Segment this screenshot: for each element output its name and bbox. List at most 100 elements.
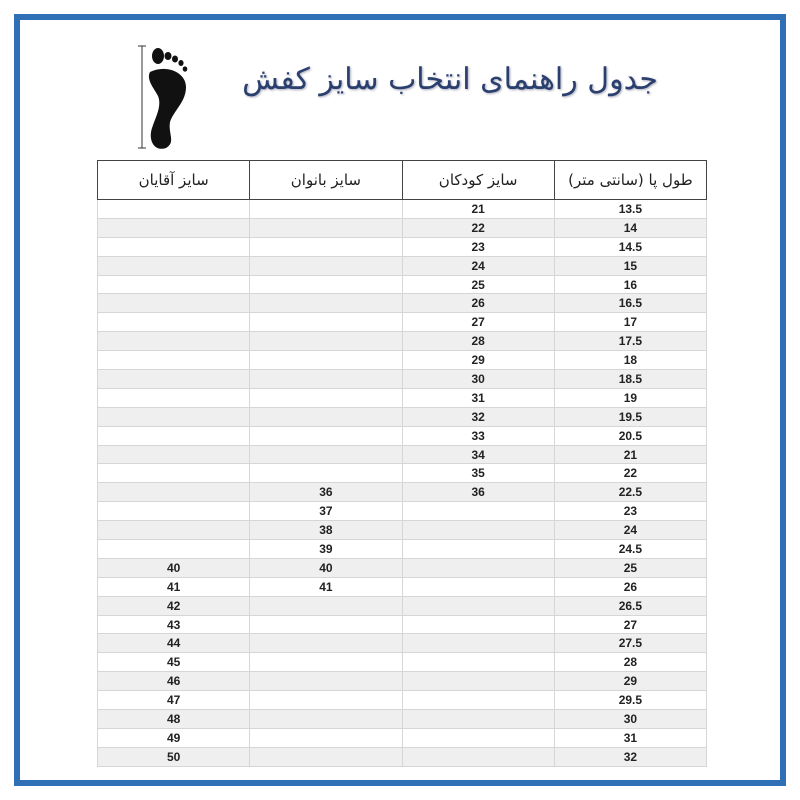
cell-men-size bbox=[96, 217, 251, 238]
cell-kids-size: 28 bbox=[401, 331, 555, 352]
cell-kids-size bbox=[401, 671, 555, 692]
cell-men-size: 47 bbox=[96, 690, 251, 711]
table-row: 16 25 bbox=[96, 274, 708, 295]
cell-kids-size: 30 bbox=[401, 369, 555, 389]
cell-foot-length: 16 bbox=[553, 274, 708, 295]
cell-foot-length: 29.5 bbox=[553, 690, 708, 711]
table-row: 18 29 bbox=[96, 350, 708, 371]
table-row: 14 22 bbox=[96, 217, 708, 238]
cell-foot-length: 15 bbox=[553, 255, 708, 276]
cell-foot-length: 32 bbox=[553, 746, 708, 767]
cell-men-size bbox=[96, 387, 251, 408]
cell-women-size bbox=[249, 236, 403, 257]
table-row: 22.5 36 36 bbox=[96, 482, 708, 503]
table-row: 27.5 44 bbox=[96, 633, 708, 654]
cell-women-size bbox=[249, 369, 403, 389]
table-row: 19.5 32 bbox=[96, 406, 708, 427]
table-row: 19 31 bbox=[96, 387, 708, 408]
cell-women-size: 41 bbox=[249, 576, 403, 597]
cell-women-size bbox=[249, 387, 403, 408]
table-row: 25 40 40 bbox=[96, 557, 708, 578]
cell-kids-size bbox=[401, 746, 555, 767]
cell-kids-size bbox=[401, 690, 555, 711]
cell-women-size bbox=[249, 350, 403, 371]
cell-kids-size: 35 bbox=[401, 463, 555, 484]
cell-women-size bbox=[249, 425, 403, 446]
cell-foot-length: 16.5 bbox=[553, 293, 708, 314]
cell-women-size bbox=[249, 331, 403, 352]
cell-women-size bbox=[249, 274, 403, 295]
header-kids-size: سایز کودکان bbox=[401, 160, 555, 200]
cell-foot-length: 17 bbox=[553, 312, 708, 333]
cell-men-size bbox=[96, 312, 251, 333]
table-row: 23 37 bbox=[96, 501, 708, 522]
cell-men-size bbox=[96, 482, 251, 503]
cell-men-size bbox=[96, 369, 251, 389]
cell-kids-size: 26 bbox=[401, 293, 555, 314]
header-men-size: سایز آقایان bbox=[96, 160, 251, 200]
cell-foot-length: 14.5 bbox=[553, 236, 708, 257]
cell-kids-size: 33 bbox=[401, 425, 555, 446]
cell-kids-size bbox=[401, 633, 555, 654]
cell-kids-size: 24 bbox=[401, 255, 555, 276]
table-row: 29.5 47 bbox=[96, 690, 708, 711]
cell-women-size: 40 bbox=[249, 557, 403, 578]
cell-women-size: 38 bbox=[249, 520, 403, 541]
cell-men-size: 43 bbox=[96, 614, 251, 635]
header-women-size: سایز بانوان bbox=[249, 160, 403, 200]
cell-foot-length: 23 bbox=[553, 501, 708, 522]
cell-foot-length: 26.5 bbox=[553, 595, 708, 616]
cell-foot-length: 17.5 bbox=[553, 331, 708, 352]
cell-men-size bbox=[96, 255, 251, 276]
cell-foot-length: 13.5 bbox=[553, 199, 708, 219]
cell-foot-length: 31 bbox=[553, 727, 708, 748]
table-row: 20.5 33 bbox=[96, 425, 708, 446]
cell-kids-size bbox=[401, 652, 555, 673]
cell-men-size bbox=[96, 444, 251, 465]
cell-foot-length: 24.5 bbox=[553, 539, 708, 559]
cell-men-size: 46 bbox=[96, 671, 251, 692]
table-row: 22 35 bbox=[96, 463, 708, 484]
table-row: 24 38 bbox=[96, 520, 708, 541]
table-row: 27 43 bbox=[96, 614, 708, 635]
cell-men-size bbox=[96, 501, 251, 522]
cell-women-size bbox=[249, 406, 403, 427]
table-row: 31 49 bbox=[96, 727, 708, 748]
cell-kids-size: 21 bbox=[401, 199, 555, 219]
cell-kids-size: 22 bbox=[401, 217, 555, 238]
cell-kids-size bbox=[401, 501, 555, 522]
cell-kids-size bbox=[401, 727, 555, 748]
cell-women-size bbox=[249, 293, 403, 314]
cell-men-size: 44 bbox=[96, 633, 251, 654]
cell-women-size bbox=[249, 595, 403, 616]
cell-women-size: 36 bbox=[249, 482, 403, 503]
cell-foot-length: 14 bbox=[553, 217, 708, 238]
cell-men-size bbox=[96, 463, 251, 484]
cell-foot-length: 19 bbox=[553, 387, 708, 408]
cell-women-size bbox=[249, 444, 403, 465]
cell-men-size: 49 bbox=[96, 727, 251, 748]
cell-kids-size bbox=[401, 614, 555, 635]
cell-kids-size bbox=[401, 520, 555, 541]
cell-foot-length: 27.5 bbox=[553, 633, 708, 654]
cell-kids-size bbox=[401, 709, 555, 729]
cell-kids-size bbox=[401, 539, 555, 559]
cell-women-size bbox=[249, 633, 403, 654]
cell-kids-size: 25 bbox=[401, 274, 555, 295]
cell-foot-length: 25 bbox=[553, 557, 708, 578]
cell-men-size: 40 bbox=[96, 557, 251, 578]
cell-men-size bbox=[96, 350, 251, 371]
foot-length-icon bbox=[138, 45, 188, 149]
cell-kids-size: 23 bbox=[401, 236, 555, 257]
table-row: 30 48 bbox=[96, 709, 708, 729]
cell-kids-size bbox=[401, 576, 555, 597]
table-row: 15 24 bbox=[96, 255, 708, 276]
cell-men-size bbox=[96, 199, 251, 219]
cell-men-size bbox=[96, 520, 251, 541]
page-title: جدول راهنمای انتخاب سایز کفش bbox=[242, 62, 658, 97]
cell-women-size bbox=[249, 690, 403, 711]
cell-foot-length: 21 bbox=[553, 444, 708, 465]
cell-foot-length: 22.5 bbox=[553, 482, 708, 503]
cell-foot-length: 27 bbox=[553, 614, 708, 635]
cell-men-size: 45 bbox=[96, 652, 251, 673]
